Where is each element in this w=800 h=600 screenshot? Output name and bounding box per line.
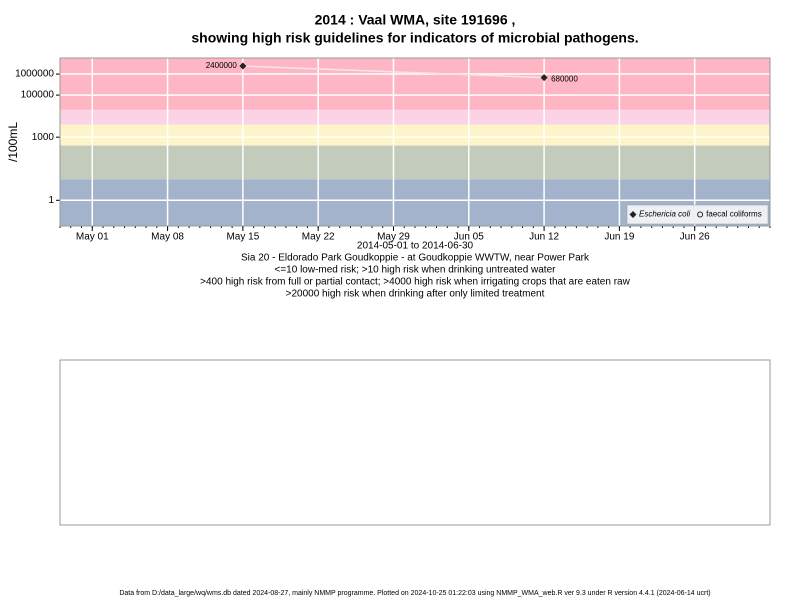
note: >20000 high risk when drinking after onl… — [286, 289, 545, 300]
legend-marker — [629, 211, 637, 218]
series-line — [242, 65, 545, 79]
x-tick-label: Jun 19 — [604, 232, 634, 243]
y-tick-label: 100000 — [21, 90, 55, 101]
legend-marker — [697, 211, 704, 218]
data-label: 2400000 — [206, 61, 238, 70]
y-axis-label: /100mL — [6, 122, 20, 162]
data-label: 680000 — [551, 75, 578, 84]
note: Sia 20 - Eldorado Park Goudkoppie - at G… — [241, 253, 590, 264]
note: >400 high risk from full or partial cont… — [200, 277, 630, 288]
footer: Data from D:/data_large/wq/wms.db dated … — [119, 590, 710, 597]
x-axis-label: 2014-05-01 to 2014-06-30 — [357, 241, 474, 252]
x-tick-label: May 15 — [226, 232, 259, 243]
risk-band — [60, 124, 770, 146]
risk-band — [60, 109, 770, 125]
data-point — [540, 74, 548, 82]
note: <=10 low-med risk; >10 high risk when dr… — [275, 265, 557, 276]
x-tick-label: Jun 26 — [680, 232, 710, 243]
chart-title: 2014 : Vaal WMA, site 191696 , — [315, 12, 516, 28]
data-point — [239, 62, 247, 70]
risk-band — [60, 145, 770, 180]
legend-label: Eschericia coli — [639, 210, 690, 219]
legend-label: faecal coliforms — [706, 210, 762, 219]
y-tick-label: 1000 — [32, 132, 55, 143]
y-tick-label: 1000000 — [15, 69, 54, 80]
x-tick-label: May 01 — [76, 232, 109, 243]
risk-band — [60, 58, 770, 110]
x-tick-label: Jun 12 — [529, 232, 559, 243]
plot-frame — [59, 57, 771, 227]
x-tick-label: May 29 — [377, 232, 410, 243]
empty-panel — [59, 359, 771, 526]
x-tick-label: May 22 — [302, 232, 335, 243]
x-tick-label: Jun 05 — [454, 232, 484, 243]
chart-subtitle: showing high risk guidelines for indicat… — [191, 30, 638, 46]
y-tick-label: 1 — [48, 195, 54, 206]
x-tick-label: May 08 — [151, 232, 184, 243]
